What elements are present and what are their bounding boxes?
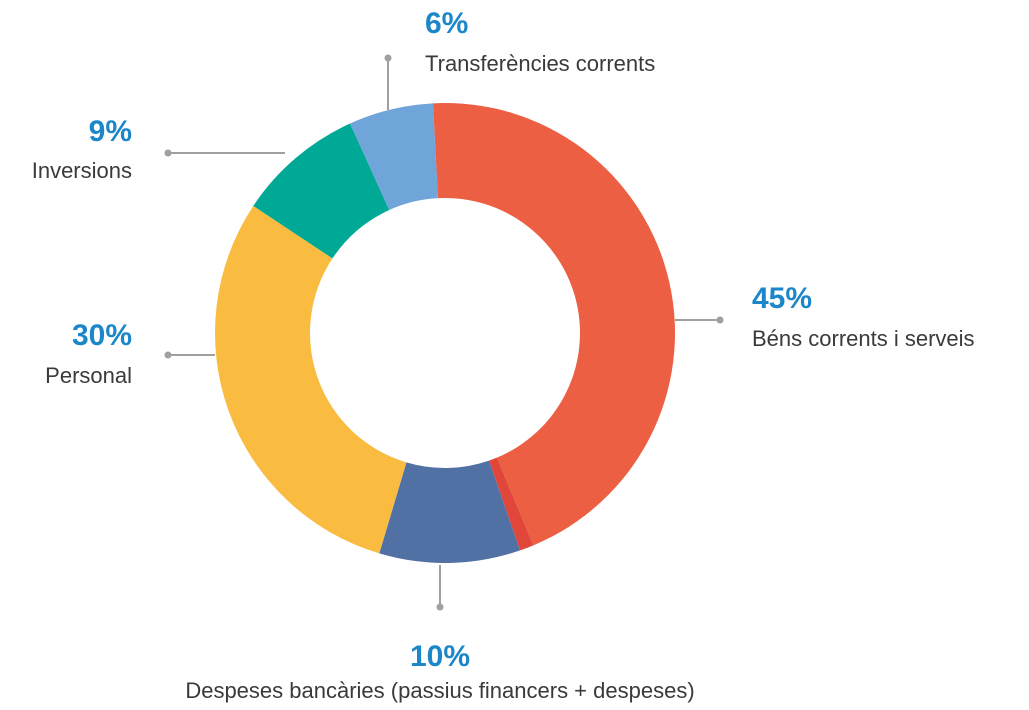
category-label: Inversions [32,158,132,183]
slice [253,123,390,259]
category-label: Béns corrents i serveis [752,326,975,351]
slice [350,103,438,211]
leader-dot [384,54,392,62]
value-label: 10% [410,640,470,673]
value-label: 45% [752,282,812,315]
value-label: 30% [72,319,132,352]
leader-dot [164,351,172,359]
leader-dot [164,149,172,157]
category-label: Transferències corrents [425,51,655,76]
slice [214,205,407,554]
leader-dot [716,316,724,324]
value-label: 9% [89,115,132,148]
slice [489,457,534,551]
slice [432,103,675,546]
leader-dot [436,603,444,611]
category-label: Personal [45,363,132,388]
slice [379,460,521,563]
category-label: Despeses bancàries (passius financers + … [185,678,694,703]
value-label: 6% [425,7,468,40]
